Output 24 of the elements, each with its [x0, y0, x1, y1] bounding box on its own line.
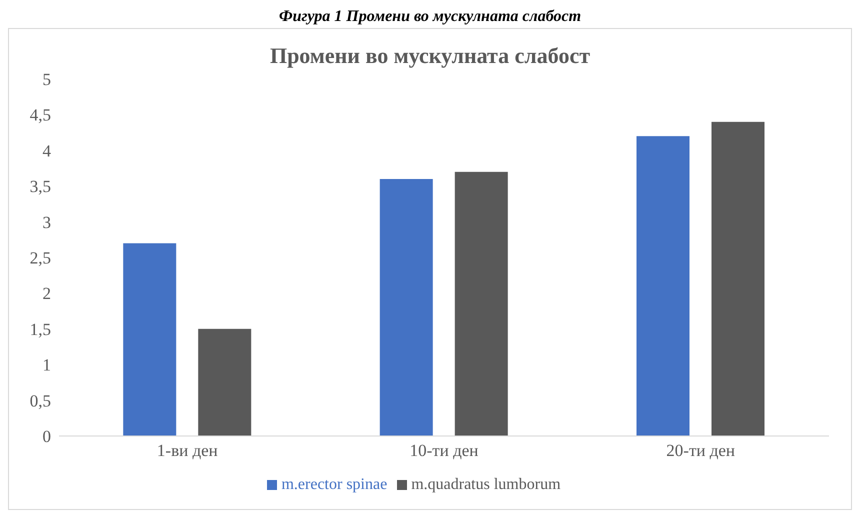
bar — [380, 178, 433, 436]
bar — [636, 136, 690, 436]
y-tick-label: 3,5 — [30, 177, 51, 196]
y-tick-label: 0,5 — [30, 391, 51, 410]
y-tick-label: 4 — [42, 141, 52, 160]
x-tick-label: 10-ти ден — [410, 441, 478, 460]
y-tick-label: 0 — [42, 427, 51, 446]
bar — [454, 172, 508, 436]
text: Фигура 1 Промени во мускулната слабост — [278, 8, 582, 27]
y-tick-label: 1,5 — [30, 320, 51, 339]
y-tick-label: 3 — [42, 212, 51, 232]
legend-label: m.quadratus lumborum — [411, 476, 561, 493]
bar — [198, 328, 252, 436]
legend-label: m.erector spinae — [281, 476, 388, 493]
bar — [712, 122, 764, 436]
chart-title: Промени во мускулната слабост — [268, 43, 592, 69]
y-tick-label: 5 — [42, 70, 51, 90]
bar — [123, 243, 176, 436]
x-tick-label: 1-ви ден — [156, 441, 218, 460]
y-tick-label: 4,5 — [30, 106, 51, 125]
y-tick-label: 1 — [42, 356, 51, 375]
y-tick-label: 2,5 — [30, 248, 51, 268]
y-tick-label: 2 — [42, 284, 51, 304]
x-tick-label: 20-ти ден — [666, 441, 736, 460]
